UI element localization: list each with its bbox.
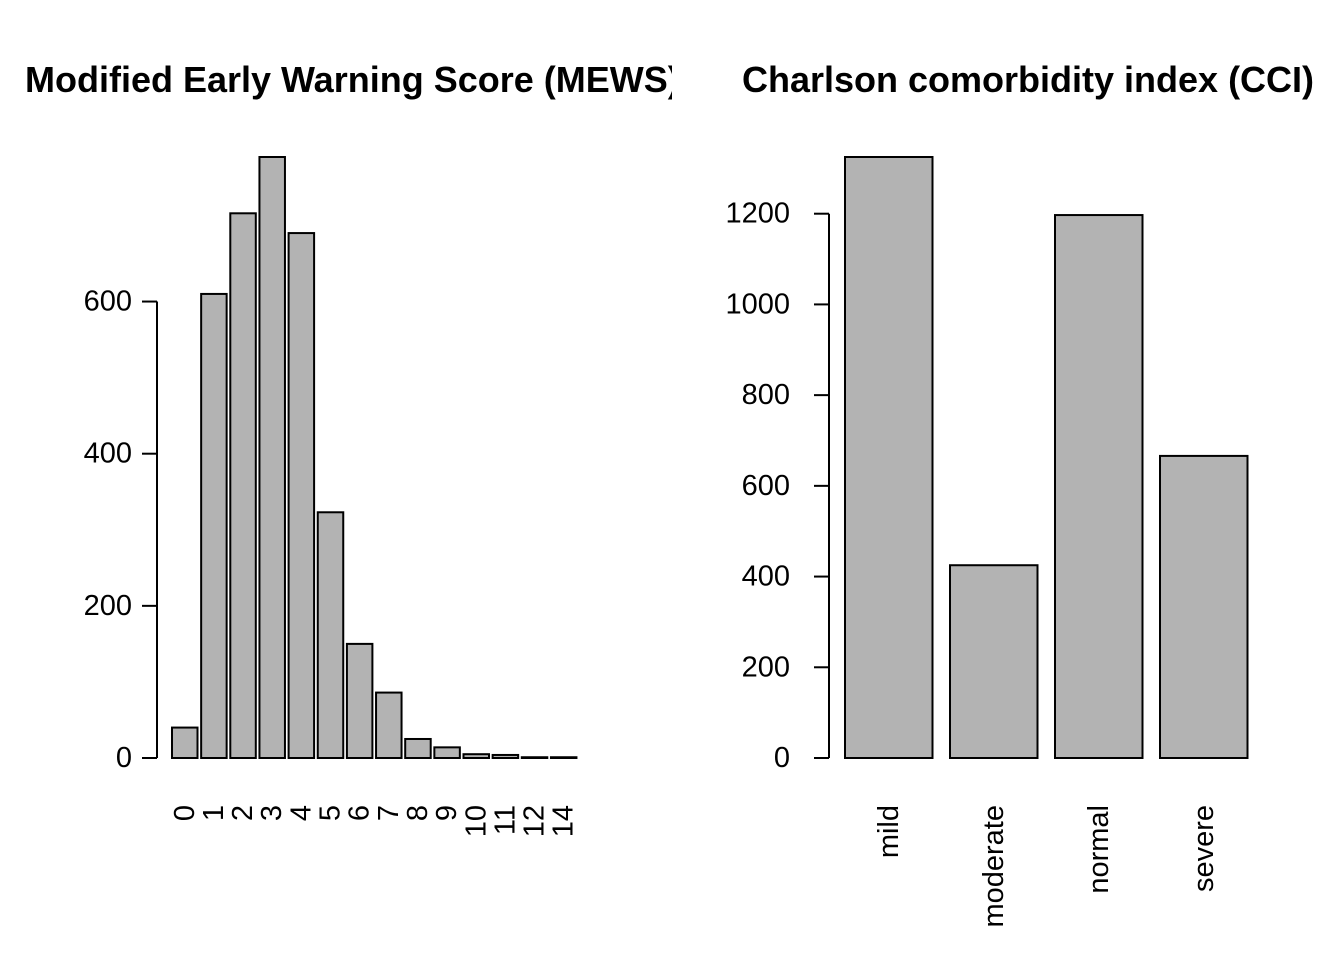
mews-bar <box>549 756 578 760</box>
cci-chart-title: Charlson comorbidity index (CCI) <box>742 59 1315 100</box>
mews-x-tick-label: 3 <box>256 805 288 821</box>
mews-bar <box>229 212 257 759</box>
mews-bar <box>491 753 520 760</box>
cci-y-tick-label: 200 <box>742 651 790 683</box>
cci-y-tick-label: 800 <box>742 379 790 411</box>
mews-x-tick-label: 6 <box>344 805 376 821</box>
mews-bar <box>258 156 286 759</box>
mews-bar <box>404 737 432 760</box>
mews-bar <box>316 511 345 759</box>
cci-x-tick-label: normal <box>1083 805 1115 894</box>
mews-bar <box>345 642 374 759</box>
mews-x-tick-label: 14 <box>548 805 580 837</box>
cci-x-tick-label: severe <box>1188 805 1220 892</box>
mews-bar <box>287 232 316 760</box>
mews-x-tick-label: 2 <box>227 805 259 821</box>
mews-x-tick-label: 8 <box>402 805 434 821</box>
mews-x-tick-label: 1 <box>198 805 230 821</box>
cci-y-tick-label: 1200 <box>725 198 790 230</box>
cci-y-tick-label: 600 <box>742 470 790 502</box>
mews-bar <box>375 691 403 760</box>
mews-x-tick-label: 4 <box>285 805 317 821</box>
mews-y-tick-label: 0 <box>116 742 132 774</box>
cci-bar <box>844 156 934 759</box>
mews-bar <box>520 756 549 760</box>
cci-x-tick-label: moderate <box>978 805 1010 928</box>
mews-x-tick-label: 12 <box>519 805 551 837</box>
mews-bar <box>171 726 199 760</box>
mews-x-tick-label: 5 <box>315 805 347 821</box>
mews-x-tick-label: 7 <box>373 805 405 821</box>
cci-bar <box>949 564 1039 760</box>
mews-y-tick-label: 200 <box>84 590 132 622</box>
mews-y-tick-label: 400 <box>84 438 132 470</box>
mews-bar <box>462 753 490 760</box>
mews-y-tick-label: 600 <box>84 286 132 318</box>
mews-chart-title: Modified Early Warning Score (MEWS) <box>25 59 672 100</box>
cci-y-tick-label: 0 <box>774 742 790 774</box>
cci-y-tick-label: 400 <box>742 561 790 593</box>
mews-bar <box>200 292 228 759</box>
mews-x-tick-label: 0 <box>169 805 201 821</box>
mews-bar <box>433 746 461 759</box>
mews-x-tick-label: 9 <box>431 805 463 821</box>
cci-y-tick-label: 1000 <box>725 288 790 320</box>
cci-x-tick-label: mild <box>873 805 905 858</box>
mews-x-tick-label: 11 <box>489 805 521 835</box>
cci-bar <box>1159 454 1249 759</box>
mews-x-tick-label: 10 <box>460 805 492 837</box>
cci-bar-panel: 0 200 400 600 800 1000 1200 mild moderate normal s… <box>725 156 1249 928</box>
cci-bar <box>1054 214 1144 760</box>
